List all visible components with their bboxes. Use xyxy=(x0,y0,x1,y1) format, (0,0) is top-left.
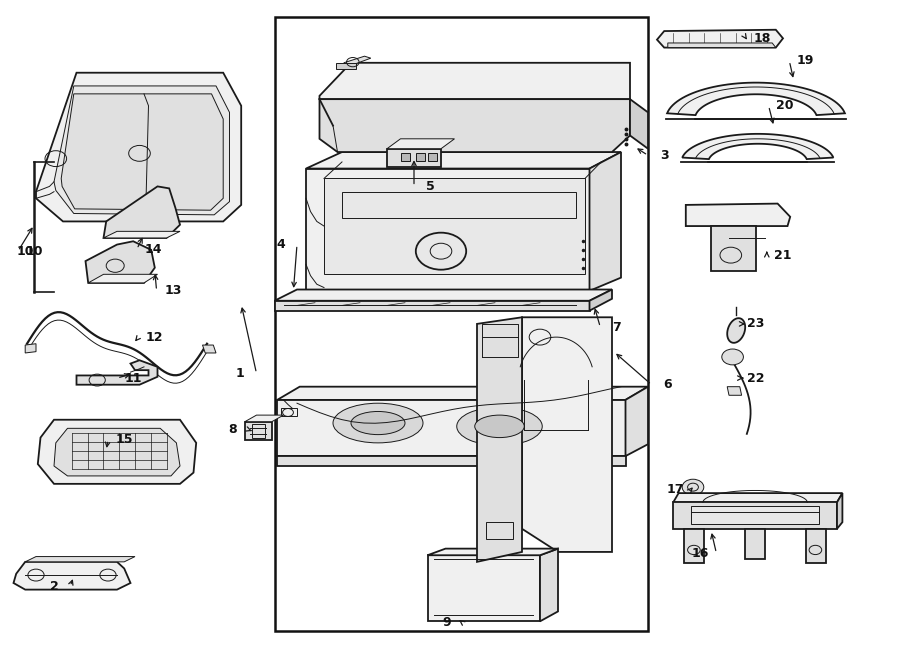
Polygon shape xyxy=(86,241,155,283)
Polygon shape xyxy=(745,529,765,559)
Polygon shape xyxy=(630,99,648,149)
Polygon shape xyxy=(277,456,626,466)
Polygon shape xyxy=(837,493,842,529)
Ellipse shape xyxy=(333,403,423,443)
Text: 14: 14 xyxy=(144,243,162,256)
Polygon shape xyxy=(522,317,612,552)
Polygon shape xyxy=(477,317,522,562)
Text: 10: 10 xyxy=(17,245,34,258)
Bar xyxy=(428,153,437,161)
Polygon shape xyxy=(25,344,36,353)
Polygon shape xyxy=(806,529,826,563)
Circle shape xyxy=(722,349,743,365)
Polygon shape xyxy=(336,63,356,69)
Ellipse shape xyxy=(351,411,405,435)
Polygon shape xyxy=(25,557,135,562)
Polygon shape xyxy=(306,169,590,291)
Polygon shape xyxy=(673,502,837,529)
Polygon shape xyxy=(428,549,558,555)
Text: 2: 2 xyxy=(50,580,58,593)
Polygon shape xyxy=(104,231,180,238)
Polygon shape xyxy=(38,420,196,484)
Polygon shape xyxy=(245,415,284,422)
Text: 13: 13 xyxy=(164,284,182,297)
Text: 10: 10 xyxy=(25,245,43,258)
Polygon shape xyxy=(626,387,648,456)
Polygon shape xyxy=(274,301,590,311)
Polygon shape xyxy=(324,178,585,274)
Text: 4: 4 xyxy=(276,238,285,251)
Text: 3: 3 xyxy=(660,149,669,162)
Polygon shape xyxy=(76,360,158,385)
Polygon shape xyxy=(320,99,630,152)
Polygon shape xyxy=(540,549,558,621)
Bar xyxy=(416,153,425,161)
Polygon shape xyxy=(277,387,648,400)
Polygon shape xyxy=(667,83,845,115)
Polygon shape xyxy=(344,56,371,66)
Polygon shape xyxy=(387,149,441,167)
Polygon shape xyxy=(104,186,180,238)
Polygon shape xyxy=(590,290,612,311)
Polygon shape xyxy=(428,555,540,621)
Text: 19: 19 xyxy=(796,54,814,67)
Polygon shape xyxy=(36,73,241,221)
Text: 15: 15 xyxy=(115,433,133,446)
Polygon shape xyxy=(727,387,742,395)
Polygon shape xyxy=(202,345,216,353)
Polygon shape xyxy=(590,152,621,291)
Polygon shape xyxy=(14,562,130,590)
Polygon shape xyxy=(684,529,704,563)
Polygon shape xyxy=(277,400,626,456)
Polygon shape xyxy=(673,493,842,502)
Polygon shape xyxy=(682,134,833,159)
Text: 17: 17 xyxy=(666,483,684,496)
Text: 8: 8 xyxy=(228,423,237,436)
Polygon shape xyxy=(320,63,630,99)
Text: 16: 16 xyxy=(691,547,709,560)
Text: 5: 5 xyxy=(426,180,435,193)
Polygon shape xyxy=(387,139,454,149)
Polygon shape xyxy=(61,94,223,210)
Text: 7: 7 xyxy=(612,321,621,334)
Polygon shape xyxy=(245,422,272,440)
Text: 12: 12 xyxy=(146,330,164,344)
Text: 20: 20 xyxy=(776,99,794,112)
Text: 11: 11 xyxy=(124,371,142,385)
Polygon shape xyxy=(686,204,790,226)
Text: 23: 23 xyxy=(747,317,765,330)
Bar xyxy=(274,17,648,631)
Polygon shape xyxy=(668,43,776,48)
Polygon shape xyxy=(274,290,612,301)
Polygon shape xyxy=(54,428,180,476)
Polygon shape xyxy=(54,86,230,215)
Circle shape xyxy=(682,479,704,495)
Polygon shape xyxy=(306,152,621,169)
Text: 1: 1 xyxy=(236,367,245,380)
Polygon shape xyxy=(691,506,819,524)
Polygon shape xyxy=(657,30,783,48)
Bar xyxy=(400,153,410,161)
Text: 21: 21 xyxy=(774,249,792,262)
Ellipse shape xyxy=(475,415,524,438)
Polygon shape xyxy=(88,274,158,283)
Text: 18: 18 xyxy=(753,32,771,45)
Text: 22: 22 xyxy=(747,371,765,385)
Text: 6: 6 xyxy=(663,378,672,391)
Polygon shape xyxy=(727,318,745,343)
Text: 9: 9 xyxy=(442,616,451,629)
Ellipse shape xyxy=(457,407,542,446)
Polygon shape xyxy=(711,226,756,271)
